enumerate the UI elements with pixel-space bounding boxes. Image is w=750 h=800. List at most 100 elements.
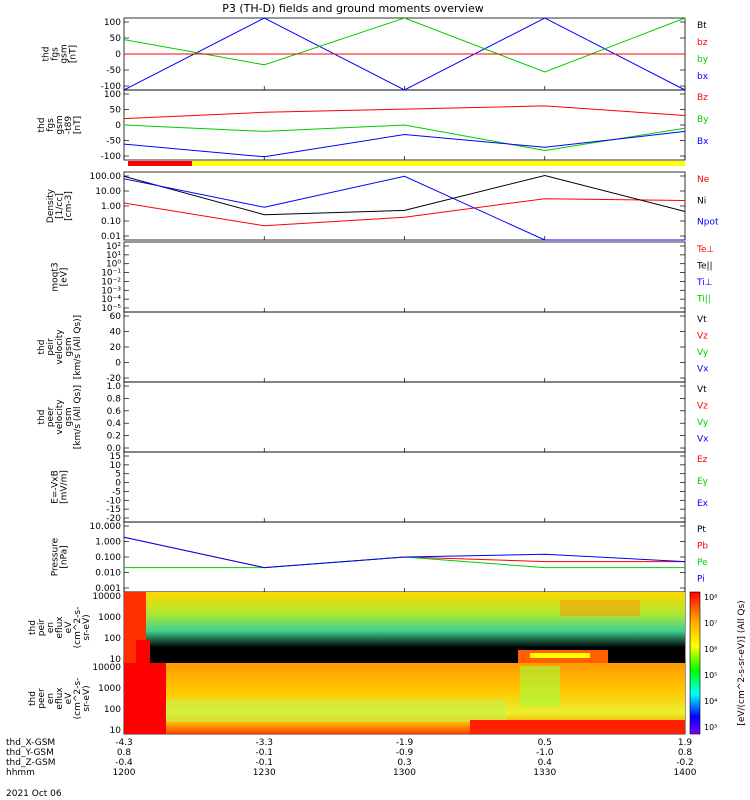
y-tick-label: 10¹ (106, 251, 121, 261)
y-tick-label: 50 (110, 34, 122, 44)
y-axis-label: peir (37, 618, 47, 636)
y-axis-label: velocity (55, 329, 65, 365)
legend-bz: Bz (697, 93, 708, 103)
y-tick-label: -10 (106, 496, 121, 506)
colorbar-tick: 10⁴ (704, 697, 717, 706)
y-tick-label: -50 (106, 66, 121, 76)
y-axis-label: gsm (55, 115, 65, 134)
x-tick-label: 0.8 (117, 748, 132, 758)
y-axis-label: eV (64, 692, 74, 705)
legend-ti: Ti⊥ (696, 278, 713, 288)
y-axis-label: fgs (46, 118, 56, 132)
series-density-ni (123, 174, 686, 216)
legend-pi: Pi (697, 575, 705, 585)
y-tick-label: 100.00 (90, 172, 122, 182)
y-axis-label: velocity (55, 399, 65, 435)
legend-vz: Vz (697, 332, 708, 342)
y-tick-label: 0.001 (95, 584, 121, 594)
y-axis-label: eflux (55, 687, 65, 710)
y-tick-label: 0.8 (107, 394, 122, 404)
y-tick-label: 1000 (98, 613, 121, 623)
x-row-label: thd_Y-GSM (6, 748, 54, 758)
y-tick-label: 10⁻⁴ (101, 295, 121, 305)
y-axis-label: gsm (64, 337, 74, 356)
x-tick-label: -0.1 (255, 748, 273, 758)
y-tick-label: 10⁰ (106, 260, 121, 270)
panel-pressure: 10.000 1.000 0.100 0.010 0.001 Pressure [nPa] P… (51, 521, 708, 594)
y-axis-label: E=-VxB (51, 470, 61, 504)
legend-ex: Ex (697, 499, 709, 509)
y-axis-label: Density (46, 188, 56, 223)
y-axis-label: sr-eV) (82, 685, 92, 711)
legend-vz: Vz (697, 402, 708, 412)
y-axis-label: en (46, 622, 56, 633)
y-axis-label: [km/s (All Qs)] (73, 315, 83, 379)
y-axis-label: thd (42, 47, 52, 62)
series-fgs-t89-bx (123, 130, 686, 158)
series-pressure-pi (123, 536, 686, 569)
y-tick-label: 0.4 (107, 419, 122, 429)
x-tick-label: 1200 (113, 768, 136, 778)
y-axis-label: gsm (64, 407, 74, 426)
legend-bx: bx (697, 72, 709, 82)
y-tick-label: 0 (115, 121, 121, 131)
y-tick-label: 1.00 (101, 202, 121, 212)
y-tick-label: 100 (104, 90, 121, 100)
legend-ni: Ni (697, 196, 706, 206)
y-axis-label: -t89 (64, 116, 74, 135)
y-axis-label: en (46, 693, 56, 704)
legend-ez: Ez (697, 455, 708, 465)
y-tick-label: 1.000 (95, 538, 121, 548)
x-tick-label: -0.4 (115, 758, 133, 768)
y-tick-label: 0 (115, 359, 121, 369)
y-tick-label: 10.00 (95, 187, 121, 197)
y-axis-label: peer (46, 406, 56, 427)
x-tick-label: -0.9 (396, 748, 414, 758)
panel-vi: 60 40 20 0 -20 thd peir velocity gsm [km/s (All Q… (37, 311, 709, 384)
y-tick-label: 100 (104, 705, 121, 715)
y-axis-label: (cm^2-s- (73, 607, 83, 649)
legend-bx: Bx (697, 137, 709, 147)
legend-ti: Ti|| (696, 295, 711, 305)
colorbar-label: [eV/(cm^2-s-sr-eV)] (All Qs) (737, 600, 747, 725)
colorbar-tick: 10³ (704, 723, 717, 732)
x-tick-label: 1330 (533, 768, 556, 778)
legend-pb: Pb (697, 542, 708, 552)
y-tick-label: 10⁻² (101, 277, 121, 287)
x-tick-label: -1.9 (396, 738, 414, 748)
legend-by: By (697, 115, 709, 125)
y-tick-label: 1000 (98, 684, 121, 694)
legend-ey: Ey (697, 477, 709, 487)
y-axis-label: [nPa] (60, 545, 70, 568)
y-tick-label: 50 (110, 106, 122, 116)
colorbar: 10⁸ 10⁷ 10⁶ 10⁵ 10⁴ 10³ [eV/(cm^2-s-sr-eV)] (… (689, 591, 747, 735)
y-axis-label: peer (37, 688, 47, 709)
series-pressure-pb (123, 536, 685, 569)
x-tick-label: 1.9 (678, 738, 693, 748)
y-axis-label: [1/cc] (55, 193, 65, 219)
y-axis-label: eV (64, 621, 74, 634)
colorbar-tick: 10⁷ (704, 619, 717, 628)
x-tick-label: 1230 (253, 768, 276, 778)
y-axis-label: fgs (51, 47, 61, 61)
legend-vy: Vy (697, 348, 709, 358)
data-traces (123, 17, 686, 569)
legend-bt: Bt (697, 21, 707, 31)
y-tick-label: 40 (110, 328, 122, 338)
y-tick-label: 10⁻⁵ (101, 304, 121, 314)
x-row-label: hhmm (6, 768, 35, 778)
y-axis-label: [km/s (All Qs)] (73, 385, 83, 449)
series-fgs-by (123, 17, 686, 73)
legend-vy: Vy (697, 418, 709, 428)
series-density-ne (123, 198, 686, 227)
x-tick-label: -3.3 (255, 738, 273, 748)
ion-spectrogram (124, 592, 685, 663)
y-tick-label: -20 (106, 374, 121, 384)
x-tick-label: -4.3 (115, 738, 133, 748)
y-tick-label: 5 (115, 470, 121, 480)
y-axis-label: thd (28, 620, 38, 635)
y-tick-label: 10 (110, 726, 122, 736)
y-tick-label: -15 (106, 505, 121, 515)
